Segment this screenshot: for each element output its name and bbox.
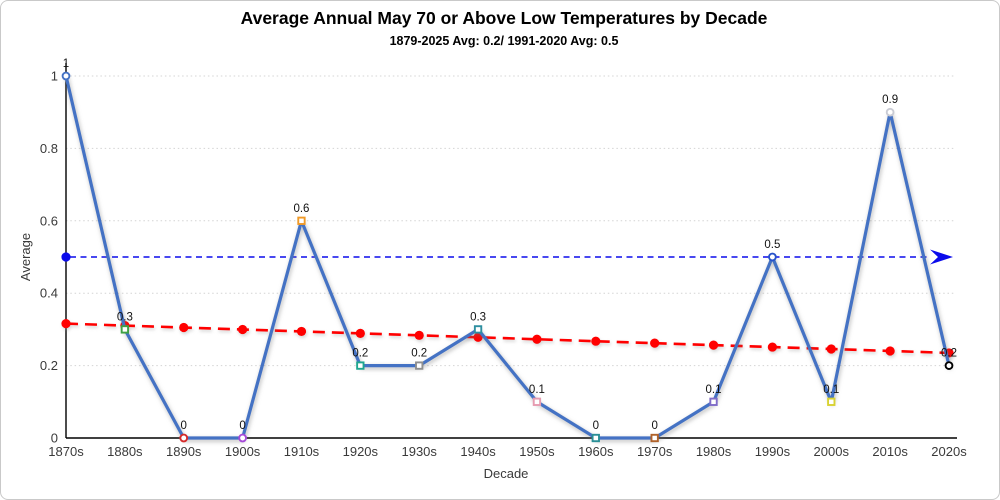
trend-line: [65, 322, 950, 355]
trend-marker: [826, 344, 836, 354]
mean-line-arrowhead: [930, 249, 953, 265]
y-axis-title: Average: [18, 233, 33, 281]
data-label: 0.5: [764, 239, 780, 251]
data-point-1910s: [297, 216, 306, 225]
x-tick-label: 2020s: [931, 444, 967, 459]
data-label: 0.9: [882, 94, 898, 106]
x-tick-label: 1910s: [284, 444, 320, 459]
x-tick-label: 1970s: [637, 444, 673, 459]
trend-marker: [296, 326, 307, 337]
data-point-2000s: [827, 397, 836, 406]
trend-marker: [473, 332, 483, 342]
chart-title: Average Annual May 70 or Above Low Tempe…: [241, 8, 768, 28]
data-point-1920s: [356, 361, 365, 370]
data-label: 0.6: [293, 203, 309, 215]
trend-marker: [179, 322, 189, 333]
data-label: 0.2: [352, 348, 368, 360]
data-label: 0: [181, 420, 187, 432]
data-label: 0: [593, 420, 599, 432]
x-tick-label: 1920s: [343, 444, 379, 459]
data-label: 0.2: [941, 348, 957, 360]
data-point-1970s: [650, 433, 659, 443]
mean-line-start-dot: [61, 252, 71, 262]
data-point-1880s: [120, 325, 130, 334]
y-tick-label: 0.8: [40, 141, 58, 156]
data-point-2020s: [944, 361, 954, 370]
data-point-2010s: [885, 107, 895, 117]
x-tick-label: 1900s: [225, 444, 261, 459]
data-label: 1: [63, 58, 69, 70]
x-tick-label: 1930s: [401, 444, 437, 459]
trend-marker: [650, 338, 660, 348]
x-tick-label: 1990s: [755, 444, 791, 459]
trend-marker: [708, 340, 719, 350]
trend-marker: [238, 324, 248, 335]
data-label: 0.1: [529, 384, 545, 396]
data-point-1990s: [768, 252, 777, 262]
plot-area: 0 0.2 0.4 0.6 0.8 1 1870s 1880s 1890s 1900s 1910s 1…: [40, 58, 967, 459]
x-tick-label: 1880s: [107, 444, 143, 459]
x-tick-label: 2010s: [872, 444, 908, 459]
y-tick-label: 0.4: [40, 286, 58, 301]
data-label: 0.1: [823, 384, 839, 396]
trend-marker: [591, 336, 601, 346]
y-tick-label: 0: [51, 431, 58, 446]
x-tick-label: 1950s: [519, 444, 555, 459]
trend-marker: [355, 328, 365, 338]
main-series-line: [64, 74, 951, 440]
trend-marker: [61, 319, 71, 329]
data-label: 0.2: [411, 348, 427, 360]
data-point-1960s: [591, 433, 600, 443]
y-tick-label: 1: [51, 69, 58, 84]
x-axis-title: Decade: [484, 466, 529, 481]
y-tick-label: 0.6: [40, 213, 58, 228]
y-tick-label: 0.2: [40, 358, 58, 373]
data-point-1930s: [415, 361, 424, 370]
trend-line-group: [61, 319, 954, 358]
trend-marker: [767, 342, 778, 352]
data-point-1900s: [238, 433, 247, 443]
x-tick-label: 2000s: [814, 444, 850, 459]
data-point-1950s: [532, 397, 542, 406]
x-tick-label: 1940s: [460, 444, 496, 459]
x-tick-label: 1870s: [48, 444, 84, 459]
x-tick-label: 1960s: [578, 444, 614, 459]
data-label: 0: [651, 420, 657, 432]
data-label: 0.3: [117, 311, 133, 323]
x-tick-label: 1980s: [696, 444, 732, 459]
trend-marker: [414, 330, 424, 340]
chart-subtitle: 1879-2025 Avg: 0.2/ 1991-2020 Avg: 0.5: [390, 34, 619, 48]
x-tick-label: 1890s: [166, 444, 202, 459]
data-label: 0: [239, 420, 245, 432]
data-point-1870s: [61, 71, 71, 81]
trend-marker: [532, 334, 542, 344]
trend-marker: [885, 346, 895, 356]
data-point-1940s: [473, 325, 483, 334]
data-point-1890s: [179, 433, 189, 443]
data-label: 0.1: [706, 384, 722, 396]
data-label: 0.3: [470, 311, 486, 323]
data-point-1980s: [709, 397, 718, 406]
